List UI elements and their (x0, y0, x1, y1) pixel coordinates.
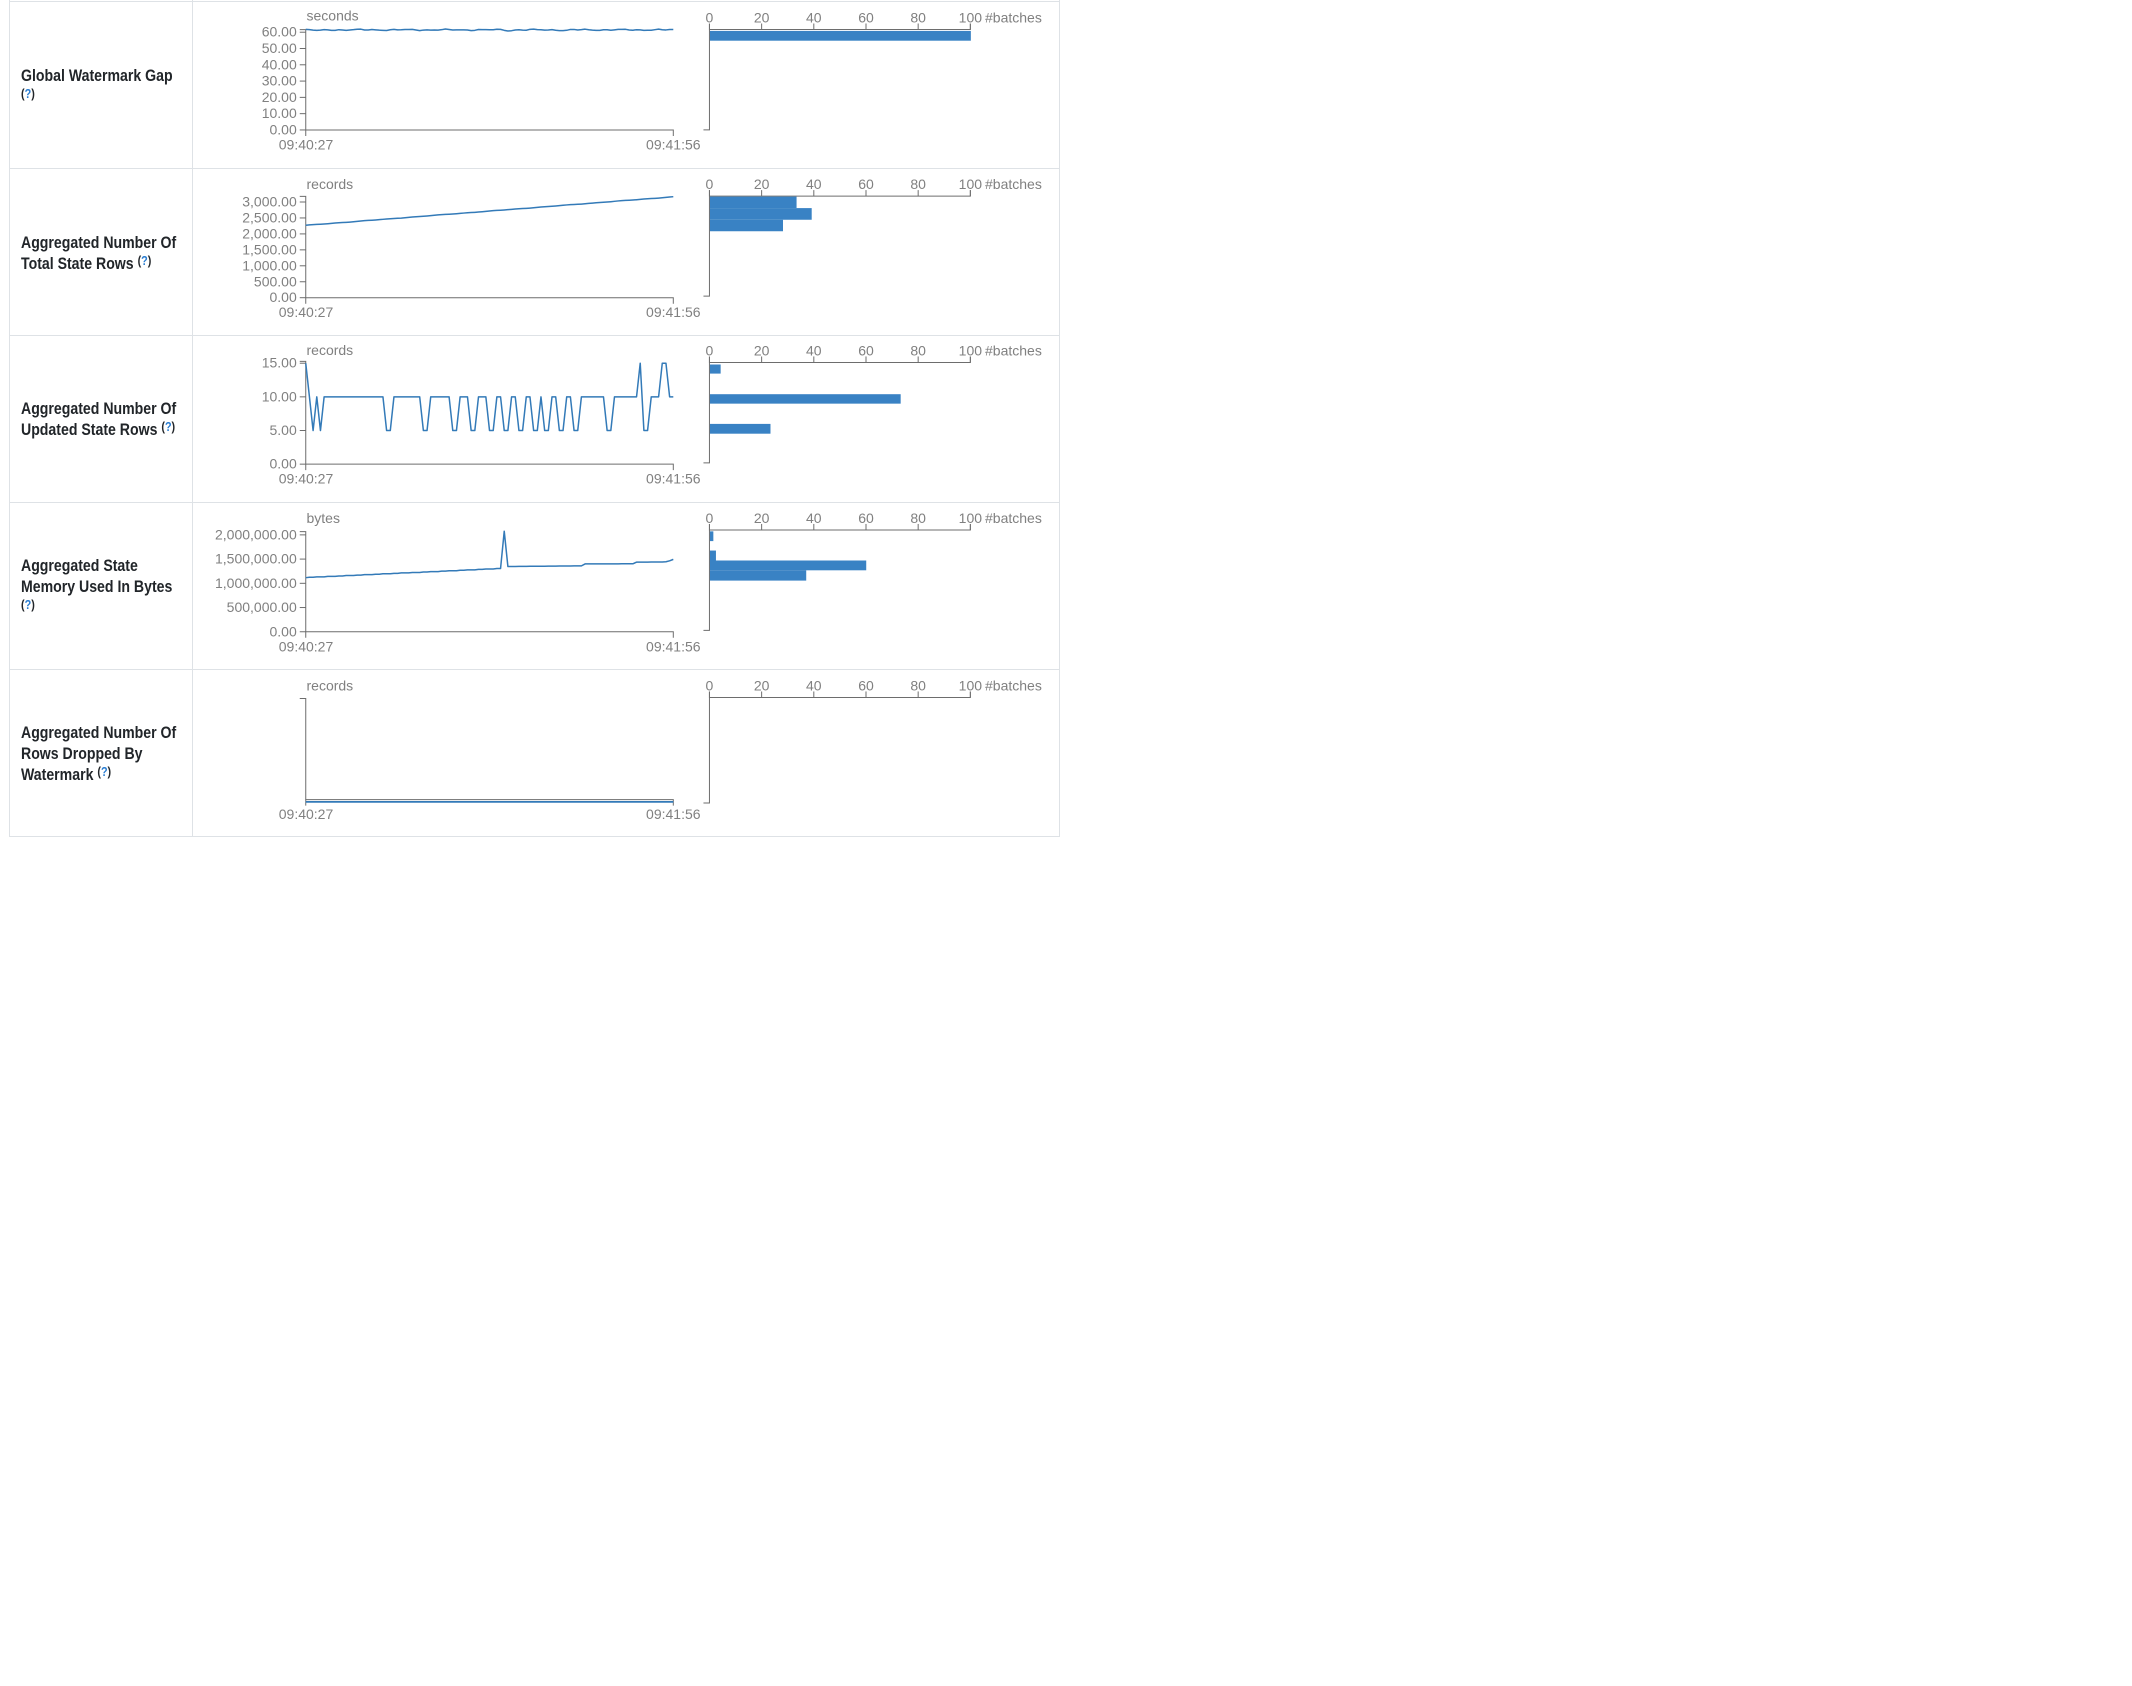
svg-text:60: 60 (858, 677, 874, 693)
svg-text:60.00: 60.00 (262, 24, 297, 40)
svg-text:20: 20 (754, 342, 770, 358)
svg-text:2,000.00: 2,000.00 (242, 225, 297, 241)
svg-text:40: 40 (806, 510, 822, 526)
svg-text:1,000.00: 1,000.00 (242, 257, 297, 273)
svg-text:0: 0 (706, 677, 714, 693)
svg-text:80: 80 (910, 677, 926, 693)
svg-text:40: 40 (806, 9, 822, 25)
svg-text:2,000,000.00: 2,000,000.00 (215, 526, 297, 542)
svg-text:09:41:56: 09:41:56 (646, 304, 701, 320)
svg-text:100: 100 (959, 9, 983, 25)
svg-text:80: 80 (910, 510, 926, 526)
svg-text:60: 60 (858, 510, 874, 526)
svg-text:40: 40 (806, 677, 822, 693)
svg-text:60: 60 (858, 176, 874, 192)
svg-text:09:40:27: 09:40:27 (279, 136, 334, 152)
svg-text:1,500.00: 1,500.00 (242, 241, 297, 257)
svg-text:09:40:27: 09:40:27 (279, 304, 334, 320)
svg-text:10.00: 10.00 (262, 388, 297, 404)
svg-text:60: 60 (858, 342, 874, 358)
svg-text:#batches: #batches (985, 510, 1042, 526)
svg-text:09:41:56: 09:41:56 (646, 471, 701, 487)
svg-text:#batches: #batches (985, 342, 1042, 358)
svg-text:1,000,000.00: 1,000,000.00 (215, 575, 297, 591)
svg-text:50.00: 50.00 (262, 40, 297, 56)
svg-text:09:40:27: 09:40:27 (279, 806, 334, 822)
svg-text:0: 0 (706, 9, 714, 25)
svg-text:100: 100 (959, 677, 983, 693)
svg-text:3,000.00: 3,000.00 (242, 194, 297, 210)
svg-text:500.00: 500.00 (254, 273, 297, 289)
svg-text:bytes: bytes (307, 510, 340, 526)
svg-text:0: 0 (706, 176, 714, 192)
svg-text:0: 0 (706, 510, 714, 526)
svg-text:0.00: 0.00 (270, 289, 297, 305)
svg-text:09:41:56: 09:41:56 (646, 638, 701, 654)
svg-text:records: records (307, 342, 354, 358)
svg-text:500,000.00: 500,000.00 (227, 599, 297, 615)
svg-text:1,500,000.00: 1,500,000.00 (215, 551, 297, 567)
svg-text:40.00: 40.00 (262, 56, 297, 72)
svg-text:80: 80 (910, 9, 926, 25)
svg-text:15.00: 15.00 (262, 355, 297, 371)
svg-text:0.00: 0.00 (270, 623, 297, 639)
svg-text:20: 20 (754, 677, 770, 693)
svg-text:40: 40 (806, 342, 822, 358)
svg-text:2,500.00: 2,500.00 (242, 209, 297, 225)
svg-text:20: 20 (754, 9, 770, 25)
svg-text:#batches: #batches (985, 176, 1042, 192)
svg-text:40: 40 (806, 176, 822, 192)
svg-text:5.00: 5.00 (270, 422, 297, 438)
svg-text:0: 0 (706, 342, 714, 358)
svg-text:#batches: #batches (985, 677, 1042, 693)
svg-text:0.00: 0.00 (270, 456, 297, 472)
svg-text:100: 100 (959, 342, 983, 358)
svg-text:10.00: 10.00 (262, 105, 297, 121)
svg-text:100: 100 (959, 176, 983, 192)
svg-text:09:41:56: 09:41:56 (646, 136, 701, 152)
svg-text:records: records (307, 176, 354, 192)
svg-text:30.00: 30.00 (262, 73, 297, 89)
svg-text:09:40:27: 09:40:27 (279, 471, 334, 487)
svg-text:80: 80 (910, 176, 926, 192)
svg-text:60: 60 (858, 9, 874, 25)
svg-text:09:40:27: 09:40:27 (279, 638, 334, 654)
svg-text:seconds: seconds (307, 7, 359, 23)
svg-text:09:41:56: 09:41:56 (646, 806, 701, 822)
svg-text:records: records (307, 677, 354, 693)
svg-text:20.00: 20.00 (262, 89, 297, 105)
svg-text:0.00: 0.00 (270, 121, 297, 137)
svg-text:#batches: #batches (985, 9, 1042, 25)
svg-text:20: 20 (754, 510, 770, 526)
svg-text:20: 20 (754, 176, 770, 192)
svg-text:80: 80 (910, 342, 926, 358)
svg-text:100: 100 (959, 510, 983, 526)
